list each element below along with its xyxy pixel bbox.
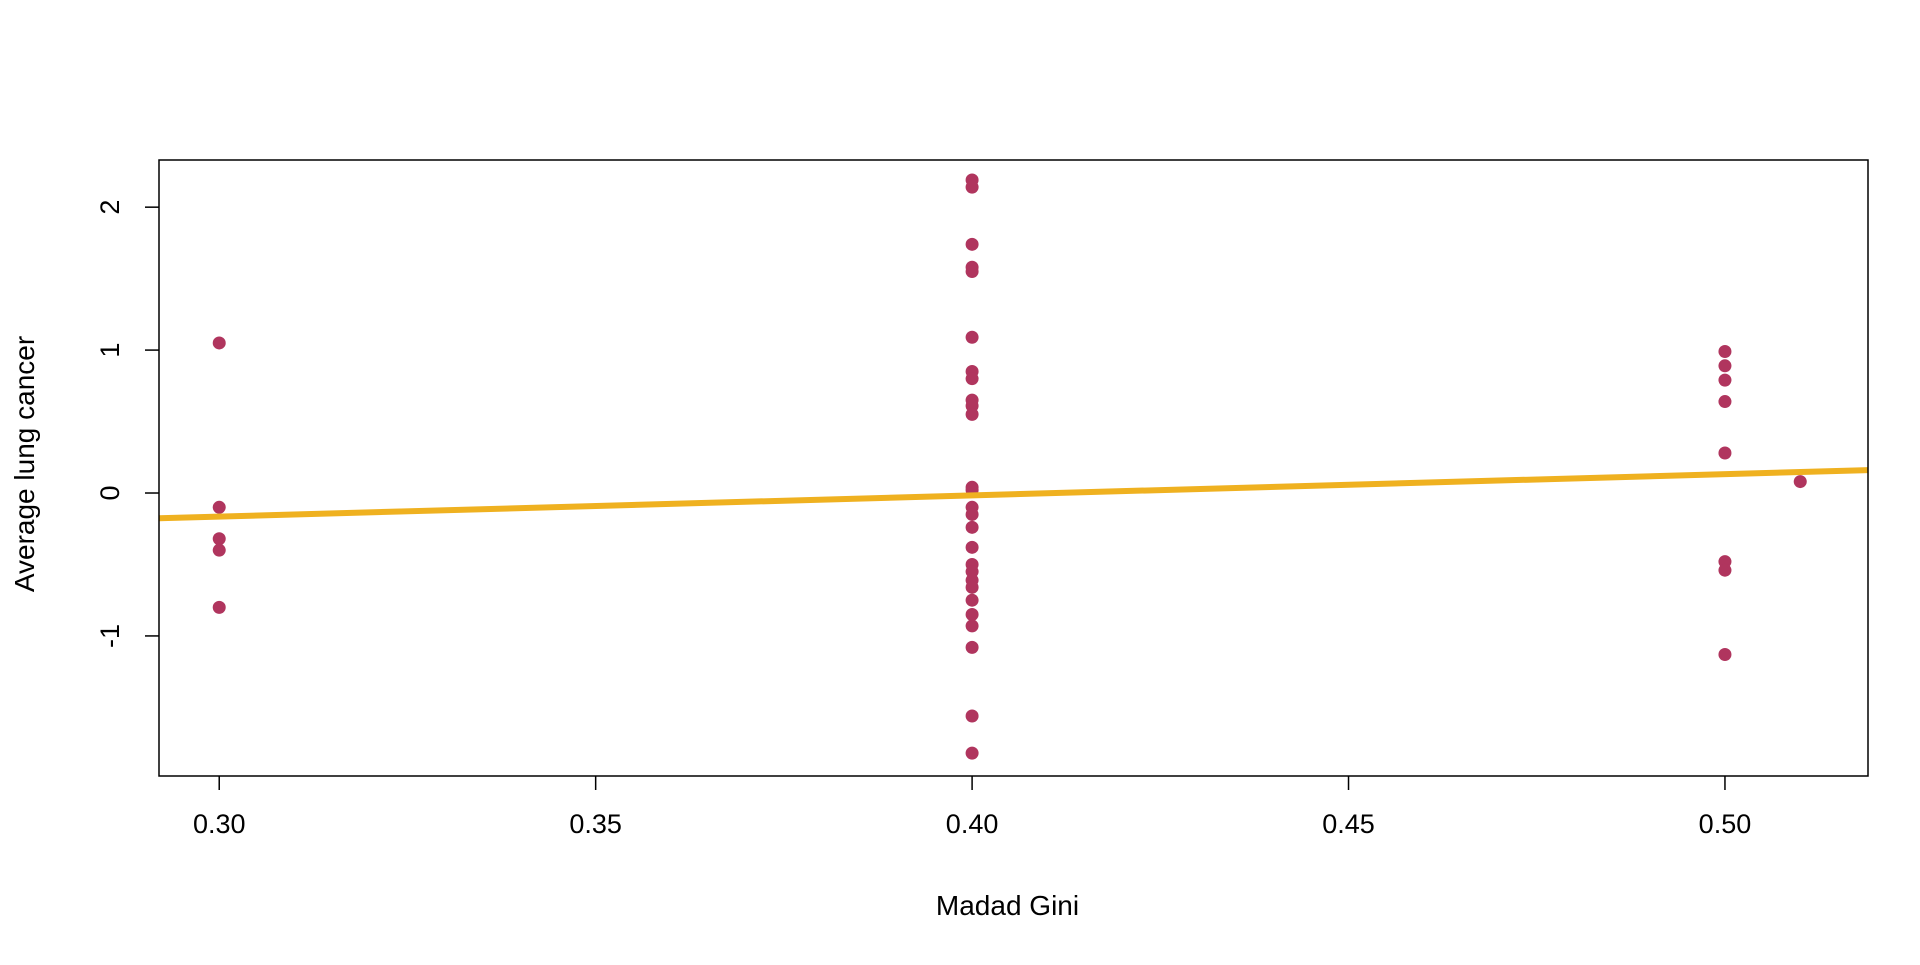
data-point bbox=[965, 709, 979, 723]
data-point bbox=[1718, 446, 1732, 460]
data-point bbox=[1718, 563, 1732, 577]
data-point bbox=[965, 264, 979, 278]
data-point bbox=[212, 543, 226, 557]
data-point bbox=[212, 600, 226, 614]
y-axis-title: Average lung cancer bbox=[9, 336, 40, 592]
data-point bbox=[965, 640, 979, 654]
points-layer bbox=[212, 173, 1807, 760]
data-point bbox=[965, 520, 979, 534]
y-tick-label: -1 bbox=[95, 624, 125, 648]
y-tick-label: 0 bbox=[95, 485, 125, 500]
data-point bbox=[965, 607, 979, 621]
data-point bbox=[965, 580, 979, 594]
x-tick-label: 0.50 bbox=[1699, 809, 1752, 839]
x-tick-label: 0.30 bbox=[193, 809, 246, 839]
data-point bbox=[1718, 359, 1732, 373]
data-point bbox=[965, 407, 979, 421]
x-axis: 0.30 0.35 0.40 0.45 0.50 bbox=[193, 776, 1751, 839]
data-point bbox=[965, 180, 979, 194]
data-point bbox=[212, 500, 226, 514]
plot-frame bbox=[158, 159, 1869, 777]
data-point bbox=[1793, 475, 1807, 489]
data-point bbox=[212, 336, 226, 350]
y-axis: -1 0 1 2 bbox=[95, 200, 159, 648]
data-point bbox=[965, 330, 979, 344]
data-point bbox=[965, 237, 979, 251]
x-axis-title: Madad Gini bbox=[936, 890, 1079, 921]
regression-line bbox=[158, 467, 1869, 522]
y-tick-label: 1 bbox=[95, 343, 125, 358]
data-point bbox=[965, 540, 979, 554]
data-point bbox=[1718, 648, 1732, 662]
data-point bbox=[965, 746, 979, 760]
data-point bbox=[1718, 345, 1732, 359]
x-tick-label: 0.35 bbox=[569, 809, 622, 839]
data-point bbox=[965, 619, 979, 633]
x-tick-label: 0.45 bbox=[1322, 809, 1375, 839]
data-point bbox=[965, 593, 979, 607]
y-tick-label: 2 bbox=[95, 200, 125, 215]
data-point bbox=[965, 507, 979, 521]
fit-line-layer bbox=[158, 467, 1869, 522]
data-point bbox=[1718, 395, 1732, 409]
data-point bbox=[965, 372, 979, 386]
x-tick-label: 0.40 bbox=[946, 809, 999, 839]
data-point bbox=[1718, 373, 1732, 387]
data-point bbox=[212, 532, 226, 546]
